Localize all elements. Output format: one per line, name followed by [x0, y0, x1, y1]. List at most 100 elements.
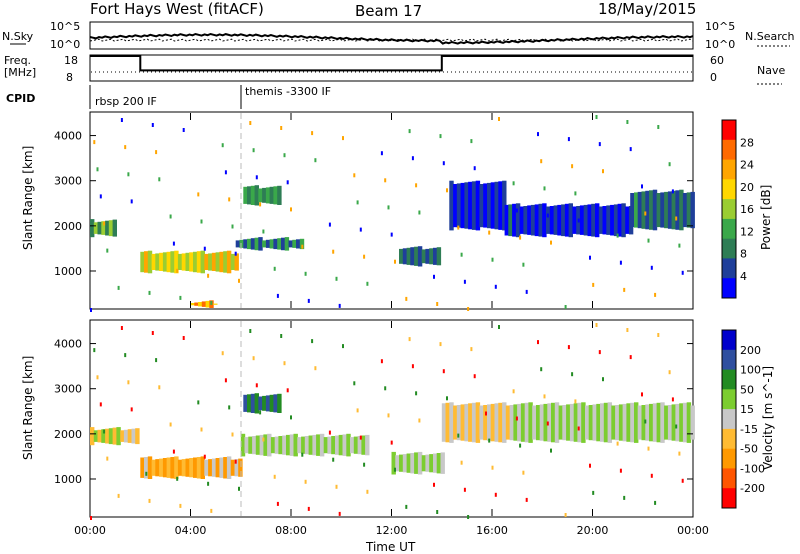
heatmap-cell: [244, 437, 249, 454]
heatmap-cell: [664, 191, 669, 229]
colorbar-segment: [722, 448, 736, 469]
scatter-cell: [363, 462, 366, 467]
colorbar-segment: [722, 199, 736, 220]
colorbar-segment: [722, 139, 736, 161]
colorbar-segment: [722, 369, 736, 390]
freq-tick-top: 18: [64, 54, 78, 67]
x-tick-label: 20:00: [577, 524, 609, 537]
heatmap-cell: [566, 404, 571, 441]
colorbar-tick: 15: [740, 403, 754, 416]
scatter-cell: [234, 251, 237, 256]
heatmap-cell: [159, 458, 164, 477]
freq-panel: [89, 54, 694, 82]
scatter-cell: [678, 451, 681, 456]
scatter-cell: [96, 375, 99, 380]
heatmap-cell: [292, 239, 297, 248]
nsearch-series: [89, 38, 694, 42]
heatmap-cell: [312, 434, 317, 456]
scatter-cell: [488, 230, 491, 235]
heatmap-cell: [97, 429, 102, 443]
scatter-cell: [117, 493, 120, 498]
scatter-cell: [130, 407, 133, 412]
scatter-cell: [619, 468, 622, 473]
heatmap-cell: [135, 428, 140, 445]
heatmap-cell: [108, 220, 114, 237]
scatter-cell: [577, 426, 580, 431]
scatter-cell: [259, 202, 262, 207]
heatmap-cell: [93, 430, 99, 442]
scatter-cell: [221, 143, 224, 148]
beam-label: Beam 17: [355, 2, 422, 20]
scatter-cell: [589, 463, 591, 468]
scatter-cell: [647, 238, 650, 243]
scatter-cell: [238, 278, 240, 283]
heatmap-cell: [667, 191, 673, 229]
heatmap-cell: [395, 455, 400, 472]
heatmap-cell: [262, 240, 267, 248]
scatter-cell: [650, 265, 653, 270]
heatmap-cell: [652, 403, 658, 442]
heatmap-cell: [350, 437, 355, 454]
heatmap-cell: [449, 402, 454, 443]
scatter-cell: [290, 415, 292, 420]
nave-tick-bottom: 0: [710, 71, 717, 84]
heatmap-cell: [254, 393, 259, 414]
scatter-cell: [442, 369, 445, 374]
heatmap-cell: [353, 436, 359, 454]
freq-tick-bottom: 8: [66, 71, 73, 84]
heatmap-cell: [288, 240, 293, 248]
heatmap-cell: [90, 427, 95, 446]
scatter-cell: [384, 178, 387, 183]
heatmap-cell: [588, 405, 594, 441]
heatmap-cell: [399, 248, 404, 264]
heatmap-cell: [456, 405, 462, 441]
heatmap-cell: [131, 428, 136, 444]
scatter-cell: [176, 476, 179, 481]
scatter-cell: [546, 421, 549, 426]
heatmap-cell: [417, 451, 423, 475]
scatter-cell: [200, 219, 203, 224]
heatmap-cell: [464, 182, 469, 229]
heatmap-cell: [365, 434, 370, 456]
heatmap-cell: [417, 246, 423, 267]
heatmap-cell: [278, 436, 283, 455]
scatter-cell: [158, 177, 161, 182]
heatmap-cell: [243, 186, 248, 204]
scatter-cell: [592, 490, 595, 495]
colorbar-segment: [722, 159, 736, 180]
heatmap-cell: [690, 405, 695, 440]
scatter-cell: [182, 336, 185, 340]
power-colorbar: 28 24 20 16 12 8 4: [721, 119, 754, 299]
scatter-cell: [255, 175, 258, 180]
heatmap-cell: [686, 192, 692, 228]
heatmap-cell: [502, 402, 507, 443]
heatmap-cell: [660, 192, 665, 228]
scatter-cell: [148, 290, 151, 295]
scatter-cell: [394, 467, 396, 472]
heatmap-cell: [554, 402, 560, 443]
heatmap-cell: [645, 404, 650, 441]
nsky-tick-bottom: 10^0: [50, 38, 80, 51]
scatter-cell: [103, 221, 106, 226]
scatter-cell: [512, 181, 515, 186]
heatmap-cell: [460, 182, 465, 229]
heatmap-cell: [140, 251, 145, 273]
heatmap-cell: [262, 187, 267, 203]
scatter-cell: [93, 348, 96, 353]
heatmap-cell: [664, 405, 669, 440]
y-tick-label: 1000: [54, 265, 82, 278]
heatmap-cell: [327, 436, 332, 454]
scatter-cell: [338, 303, 341, 308]
scatter-cell: [390, 440, 393, 445]
heatmap-cell: [483, 405, 488, 441]
scatter-cell: [255, 383, 258, 388]
heatmap-cell: [273, 394, 278, 413]
heatmap-cell: [243, 394, 248, 412]
heatmap-cell: [250, 393, 256, 413]
heatmap-cell: [577, 402, 582, 443]
heatmap-cell: [361, 435, 366, 455]
heatmap-cell: [449, 180, 454, 231]
scatter-cell: [550, 240, 552, 245]
heatmap-cell: [475, 402, 481, 443]
scatter-cell: [439, 134, 442, 139]
